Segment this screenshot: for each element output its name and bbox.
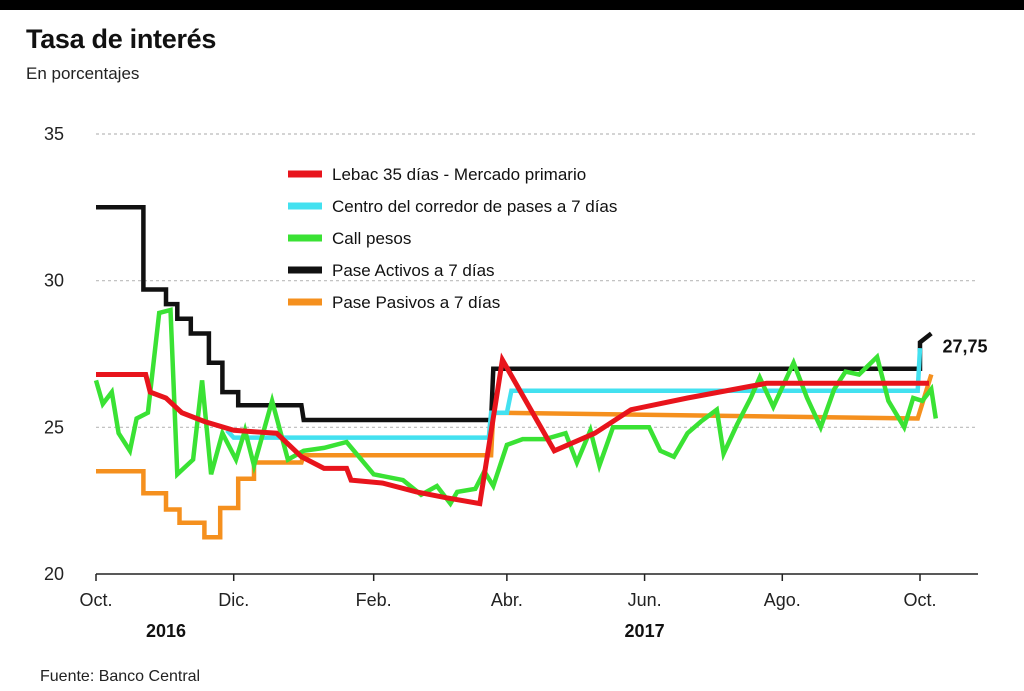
series-line-3: [96, 205, 933, 423]
x-axis: Oct. Dic. Feb. Abr. Jun. Ago. Oct. 2016 2017: [79, 573, 978, 641]
legend-label: Call pesos: [332, 229, 411, 248]
annotation: 27,75: [943, 337, 988, 357]
series-line-2: [93, 307, 939, 508]
y-tick-label: 25: [44, 417, 64, 437]
source-note: Fuente: Banco Central: [40, 668, 201, 685]
y-tick-label: 30: [44, 271, 64, 291]
series-line-0: [96, 352, 929, 507]
annotation-label: 27,75: [943, 337, 988, 357]
x-tick-label: Feb.: [356, 590, 392, 610]
y-tick-label: 35: [44, 124, 64, 144]
legend-label: Centro del corredor de pases a 7 días: [332, 197, 617, 216]
top-black-bar: [0, 0, 1024, 10]
chart-title: Tasa de interés: [26, 24, 217, 54]
series-lines: [93, 205, 939, 540]
year-label: 2016: [146, 621, 186, 641]
gridlines: 20 25 30 35: [44, 124, 978, 584]
legend-label: Lebac 35 días - Mercado primario: [332, 165, 586, 184]
x-tick-label: Oct.: [79, 590, 112, 610]
year-label: 2017: [625, 621, 665, 641]
x-tick-label: Dic.: [218, 590, 249, 610]
series-line-4: [96, 373, 934, 540]
x-tick-label: Jun.: [628, 590, 662, 610]
x-tick-label: Abr.: [491, 590, 523, 610]
legend-label: Pase Pasivos a 7 días: [332, 293, 500, 312]
x-tick-label: Oct.: [903, 590, 936, 610]
series-line-1: [225, 347, 923, 440]
y-tick-label: 20: [44, 564, 64, 584]
x-tick-label: Ago.: [764, 590, 801, 610]
legend-label: Pase Activos a 7 días: [332, 261, 495, 280]
chart-subtitle: En porcentajes: [26, 64, 140, 83]
legend: Lebac 35 días - Mercado primario Centro d…: [288, 165, 617, 312]
